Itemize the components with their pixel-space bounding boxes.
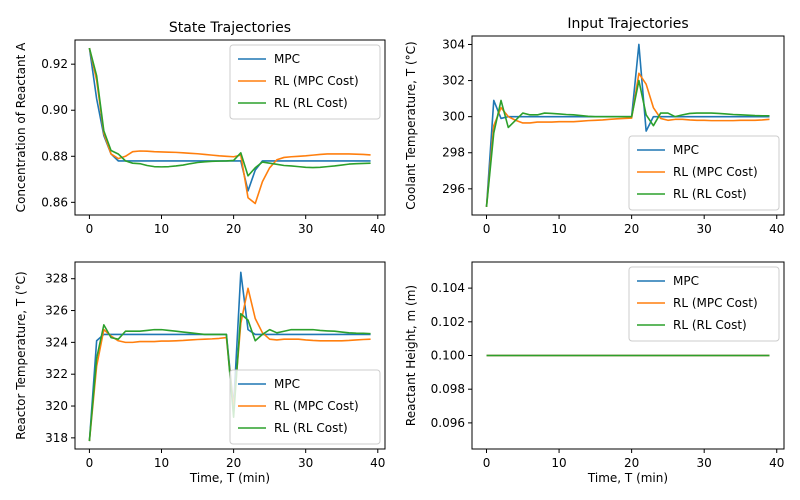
y-tick-label: 324 bbox=[45, 335, 68, 349]
x-tick-label: 0 bbox=[483, 456, 491, 470]
legend: MPC RL (MPC Cost) RL (RL Cost) bbox=[628, 266, 780, 342]
y-tick-label: 0.88 bbox=[41, 149, 68, 163]
y-tick-label: 0.90 bbox=[41, 103, 68, 117]
x-tick-label: 30 bbox=[298, 456, 313, 470]
legend-label: RL (MPC Cost) bbox=[274, 399, 359, 413]
legend-box bbox=[628, 266, 780, 342]
y-axis-label: Coolant Temperature, T (°C) bbox=[404, 41, 418, 209]
y-tick-label: 304 bbox=[442, 37, 465, 51]
y-axis-label: Reactant Height, m (m) bbox=[404, 285, 418, 426]
legend-box bbox=[628, 135, 780, 211]
legend-label: RL (MPC Cost) bbox=[673, 165, 758, 179]
x-axis-label: Time, T (min) bbox=[587, 471, 668, 485]
y-tick-label: 298 bbox=[442, 146, 465, 160]
x-tick-label: 10 bbox=[154, 222, 169, 236]
legend-label: RL (RL Cost) bbox=[673, 187, 747, 201]
legend-label: MPC bbox=[274, 377, 300, 391]
y-tick-label: 0.096 bbox=[431, 416, 465, 430]
legend-box bbox=[229, 44, 381, 120]
x-tick-label: 10 bbox=[551, 222, 566, 236]
subplot-4: 0 10 20 30 40 0.096 0.098 0.100 0.102 0.104 Reacta… bbox=[404, 261, 785, 485]
legend-box bbox=[229, 369, 381, 445]
x-tick-label: 0 bbox=[483, 222, 491, 236]
legend-label: MPC bbox=[274, 52, 300, 66]
y-tick-label: 328 bbox=[45, 272, 68, 286]
y-tick-label: 326 bbox=[45, 304, 68, 318]
y-tick-label: 0.102 bbox=[431, 315, 465, 329]
subplot-1: State Trajectories 0 10 20 30 40 0.86 0.88 0.90 0… bbox=[14, 20, 386, 236]
y-axis-label: Concentration of Reactant A bbox=[14, 42, 28, 212]
y-tick-label: 0.104 bbox=[431, 281, 465, 295]
axes-frame bbox=[471, 35, 785, 216]
y-tick-label: 300 bbox=[442, 110, 465, 124]
legend-label: RL (MPC Cost) bbox=[673, 296, 758, 310]
x-tick-label: 30 bbox=[697, 222, 712, 236]
subplot-3: 0 10 20 30 40 318 320 322 324 326 328 Reactor Tempe… bbox=[14, 261, 386, 485]
legend-label: RL (MPC Cost) bbox=[274, 74, 359, 88]
x-tick-label: 30 bbox=[298, 222, 313, 236]
legend-label: RL (RL Cost) bbox=[274, 421, 348, 435]
y-tick-label: 318 bbox=[45, 431, 68, 445]
series-line-rl-rl-cost bbox=[88, 47, 371, 177]
subplot-2: Input Trajectories 0 10 20 30 40 296 298 300 302 3… bbox=[404, 16, 785, 236]
series-line-rl-mpc-cost bbox=[485, 72, 770, 207]
y-tick-label: 302 bbox=[442, 74, 465, 88]
x-tick-label: 0 bbox=[86, 456, 94, 470]
axes-frame bbox=[74, 261, 386, 450]
x-tick-label: 0 bbox=[86, 222, 94, 236]
y-tick-label: 320 bbox=[45, 399, 68, 413]
x-tick-label: 10 bbox=[154, 456, 169, 470]
x-tick-label: 40 bbox=[370, 222, 385, 236]
legend-label: MPC bbox=[673, 143, 699, 157]
axes-frame bbox=[74, 39, 386, 216]
x-tick-label: 10 bbox=[551, 456, 566, 470]
x-tick-label: 20 bbox=[226, 222, 241, 236]
legend-label: RL (RL Cost) bbox=[274, 96, 348, 110]
y-tick-label: 0.86 bbox=[41, 195, 68, 209]
x-tick-label: 40 bbox=[769, 222, 784, 236]
x-tick-label: 20 bbox=[226, 456, 241, 470]
y-tick-label: 0.098 bbox=[431, 382, 465, 396]
x-tick-label: 40 bbox=[370, 456, 385, 470]
x-tick-label: 30 bbox=[697, 456, 712, 470]
x-tick-label: 40 bbox=[769, 456, 784, 470]
legend: MPC RL (MPC Cost) RL (RL Cost) bbox=[229, 369, 381, 445]
y-tick-label: 0.92 bbox=[41, 57, 68, 71]
series-line-rl-rl-cost bbox=[485, 79, 770, 207]
y-axis-label: Reactor Temperature, T (°C) bbox=[14, 271, 28, 439]
x-tick-label: 20 bbox=[624, 456, 639, 470]
plot-title: State Trajectories bbox=[169, 20, 291, 36]
legend-label: MPC bbox=[673, 274, 699, 288]
x-axis-label: Time, T (min) bbox=[189, 471, 270, 485]
series-line-rl-mpc-cost bbox=[88, 47, 371, 205]
legend-label: RL (RL Cost) bbox=[673, 318, 747, 332]
x-tick-label: 20 bbox=[624, 222, 639, 236]
plot-title: Input Trajectories bbox=[567, 16, 688, 32]
y-tick-label: 296 bbox=[442, 182, 465, 196]
y-tick-label: 0.100 bbox=[431, 349, 465, 363]
y-tick-label: 322 bbox=[45, 367, 68, 381]
legend: MPC RL (MPC Cost) RL (RL Cost) bbox=[229, 44, 381, 120]
legend: MPC RL (MPC Cost) RL (RL Cost) bbox=[628, 135, 780, 211]
